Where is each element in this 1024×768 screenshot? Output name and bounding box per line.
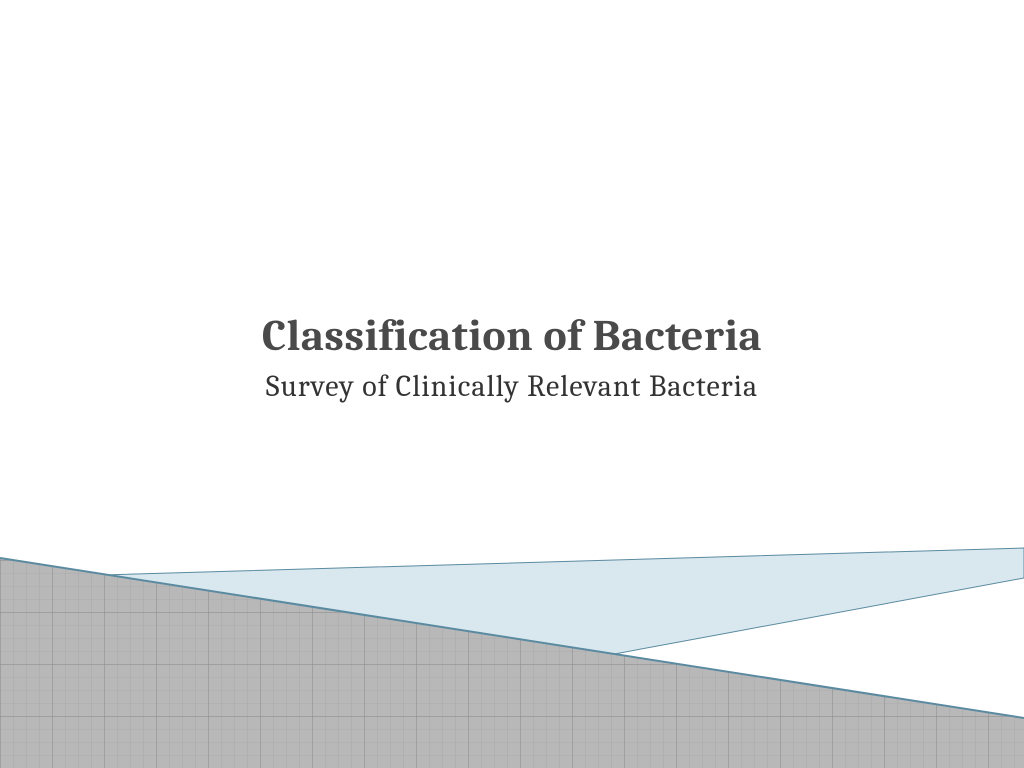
slide-container: Classification of Bacteria Survey of Cli…	[0, 0, 1024, 768]
slide-subtitle: Survey of Clinically Relevant Bacteria	[0, 369, 1024, 404]
title-block: Classification of Bacteria Survey of Cli…	[0, 310, 1024, 404]
slide-title: Classification of Bacteria	[0, 310, 1024, 361]
grid-wedge	[0, 508, 1024, 768]
